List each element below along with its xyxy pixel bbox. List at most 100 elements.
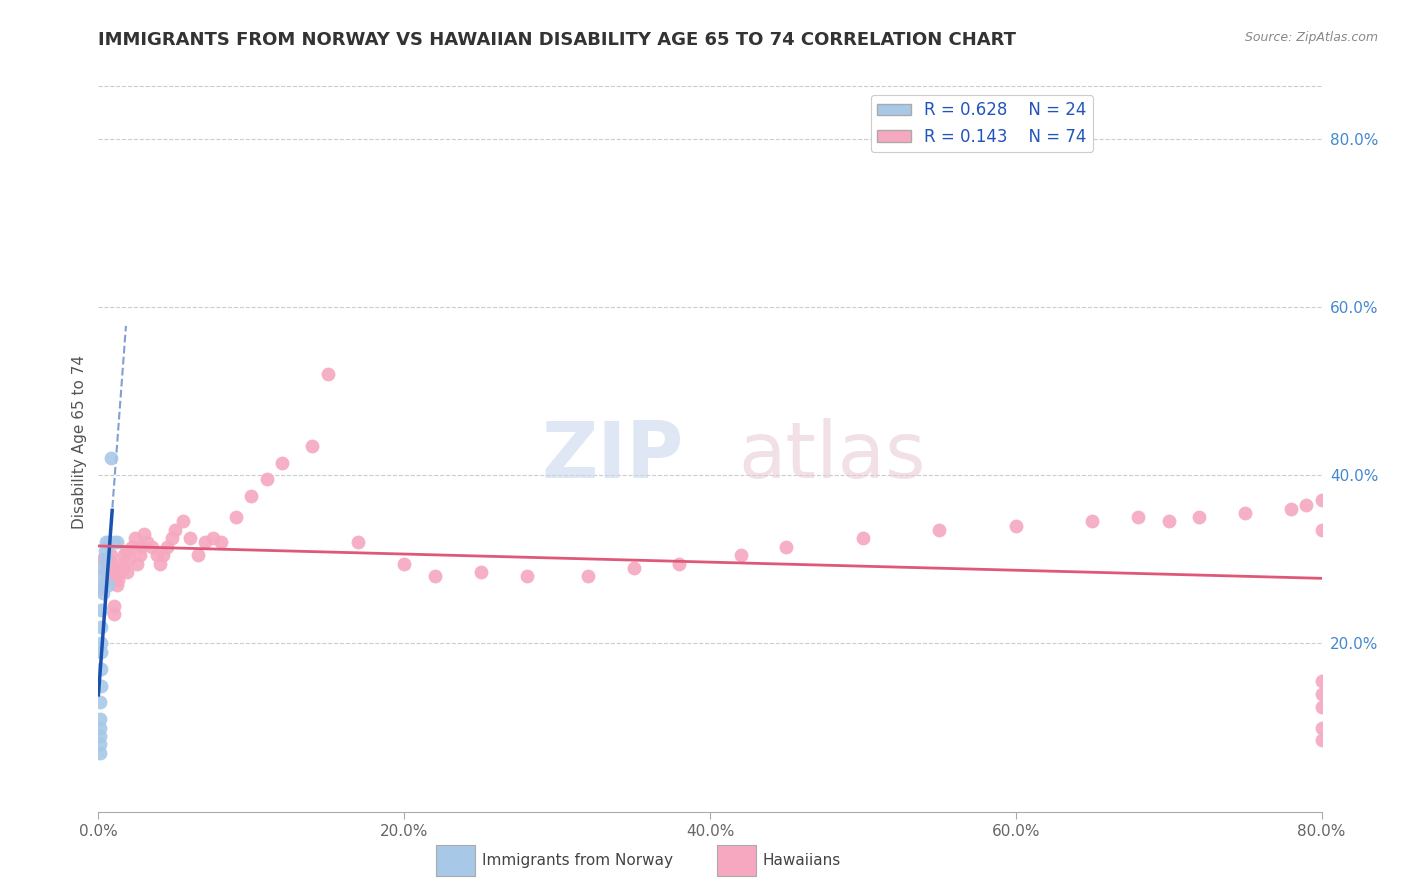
Text: Hawaiians: Hawaiians xyxy=(762,854,841,868)
Point xyxy=(97,552,120,566)
Point xyxy=(90,662,112,676)
Point xyxy=(1157,515,1180,529)
Point xyxy=(1310,733,1333,747)
Point xyxy=(516,569,538,583)
Point xyxy=(160,531,183,545)
Point xyxy=(100,557,122,571)
Point xyxy=(121,540,143,554)
Point xyxy=(89,746,111,760)
Point xyxy=(256,472,278,486)
Text: Immigrants from Norway: Immigrants from Norway xyxy=(481,854,672,868)
Point xyxy=(172,515,194,529)
Point xyxy=(89,712,111,726)
Point xyxy=(149,557,172,571)
Text: ZIP: ZIP xyxy=(541,418,683,494)
Point xyxy=(93,552,115,566)
Text: Source: ZipAtlas.com: Source: ZipAtlas.com xyxy=(1244,31,1378,45)
Point xyxy=(112,548,135,562)
Point xyxy=(89,738,111,752)
Point xyxy=(194,535,217,549)
Point xyxy=(90,636,112,650)
Point xyxy=(93,544,115,558)
Point xyxy=(101,560,124,574)
Point xyxy=(1081,515,1104,529)
Point xyxy=(623,560,645,574)
Point xyxy=(202,531,225,545)
Point xyxy=(668,557,690,571)
Point xyxy=(156,540,179,554)
Bar xyxy=(436,846,475,876)
Point xyxy=(89,729,111,743)
Point xyxy=(89,721,111,735)
Point xyxy=(103,599,125,613)
Point xyxy=(392,557,416,571)
Point xyxy=(1310,721,1333,735)
Point xyxy=(1310,493,1333,508)
Point xyxy=(145,548,167,562)
Point xyxy=(1310,674,1333,689)
Point xyxy=(94,535,117,549)
Point xyxy=(91,586,114,600)
Point xyxy=(1128,510,1150,524)
Point xyxy=(1310,523,1333,537)
Point xyxy=(90,582,112,596)
Point xyxy=(110,557,132,571)
Point xyxy=(1310,687,1333,701)
Point xyxy=(128,548,150,562)
Point xyxy=(90,679,112,693)
Point xyxy=(105,577,128,591)
Point xyxy=(301,439,323,453)
Text: IMMIGRANTS FROM NORWAY VS HAWAIIAN DISABILITY AGE 65 TO 74 CORRELATION CHART: IMMIGRANTS FROM NORWAY VS HAWAIIAN DISAB… xyxy=(98,31,1017,49)
Point xyxy=(576,569,599,583)
Point xyxy=(90,619,112,633)
Point xyxy=(187,548,209,562)
Point xyxy=(89,695,111,709)
Point xyxy=(107,574,129,588)
Point xyxy=(928,523,950,537)
Point xyxy=(100,451,122,466)
Point xyxy=(316,368,339,382)
Point xyxy=(115,544,138,558)
Point xyxy=(98,535,121,549)
Point xyxy=(91,560,114,574)
Point xyxy=(225,510,247,524)
Point xyxy=(124,531,146,545)
Point xyxy=(97,569,120,583)
Point xyxy=(1310,699,1333,714)
Point xyxy=(90,645,112,659)
Point xyxy=(1279,501,1302,516)
Point xyxy=(163,523,186,537)
Point xyxy=(103,607,125,621)
Point xyxy=(125,557,148,571)
Point xyxy=(1188,510,1211,524)
Y-axis label: Disability Age 65 to 74: Disability Age 65 to 74 xyxy=(72,354,87,529)
Point xyxy=(179,531,201,545)
Point xyxy=(1004,518,1026,533)
Point xyxy=(117,565,139,579)
Point xyxy=(91,577,114,591)
Legend: R = 0.628    N = 24, R = 0.143    N = 74: R = 0.628 N = 24, R = 0.143 N = 74 xyxy=(870,95,1092,153)
Point xyxy=(91,552,114,566)
Point xyxy=(108,565,131,579)
Point xyxy=(93,565,115,579)
Text: atlas: atlas xyxy=(738,418,927,494)
Point xyxy=(134,527,156,541)
Point xyxy=(97,577,120,591)
Point xyxy=(136,535,159,549)
Point xyxy=(730,548,752,562)
Bar xyxy=(717,846,756,876)
Point xyxy=(347,535,370,549)
Point xyxy=(470,565,492,579)
Point xyxy=(852,531,875,545)
Point xyxy=(103,535,125,549)
Point xyxy=(240,489,263,503)
Point xyxy=(118,552,141,566)
Point xyxy=(775,540,797,554)
Point xyxy=(100,548,122,562)
Point xyxy=(129,540,152,554)
Point xyxy=(91,569,114,583)
Point xyxy=(423,569,446,583)
Point xyxy=(209,535,232,549)
Point xyxy=(141,540,163,554)
Point xyxy=(270,456,292,470)
